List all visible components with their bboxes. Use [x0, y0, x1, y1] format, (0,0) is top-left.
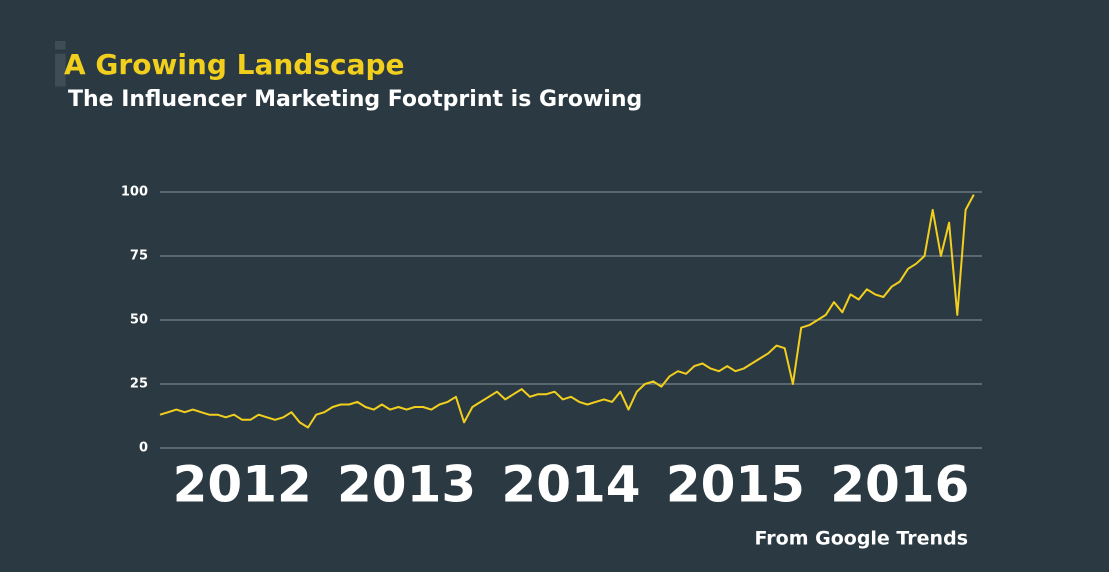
chart-title: A Growing Landscape [64, 48, 405, 81]
y-tick-label: 25 [130, 377, 148, 392]
x-tick-label: 2016 [830, 456, 969, 514]
data-line [159, 194, 975, 429]
chart-subtitle: The Influencer Marketing Footprint is Gr… [68, 87, 642, 112]
logo-mark: i [50, 32, 71, 102]
y-tick-label: 75 [130, 249, 148, 264]
x-tick-label: 2013 [337, 456, 476, 514]
x-tick-label: 2014 [501, 456, 640, 514]
y-tick-label: 100 [121, 185, 148, 200]
source-note: From Google Trends [755, 528, 968, 550]
y-tick-label: 50 [130, 313, 148, 328]
y-tick-label: 0 [139, 441, 148, 456]
x-tick-label: 2015 [666, 456, 805, 514]
x-tick-label: 2012 [173, 456, 312, 514]
